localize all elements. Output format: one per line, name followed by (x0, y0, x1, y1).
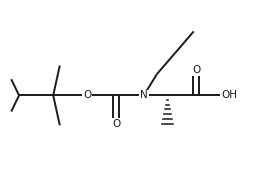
Text: O: O (192, 65, 200, 75)
Text: OH: OH (221, 90, 237, 100)
Text: O: O (112, 119, 120, 128)
Text: O: O (83, 90, 92, 100)
Text: N: N (140, 90, 148, 100)
